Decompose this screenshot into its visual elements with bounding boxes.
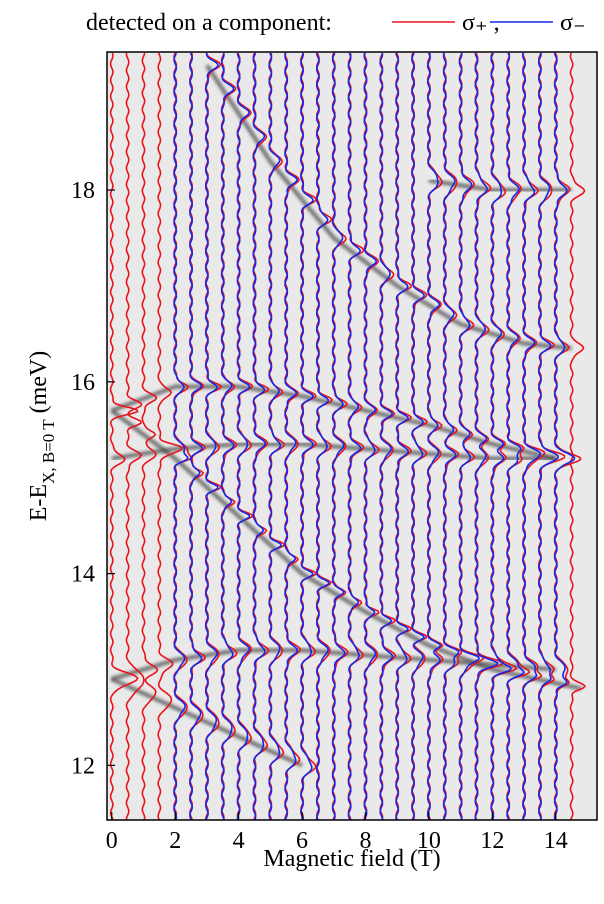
legend-title: detected on a component: xyxy=(86,10,332,36)
intensity-ridge xyxy=(110,677,303,768)
spectrum-trace xyxy=(553,52,576,820)
spectrum-trace xyxy=(379,52,394,820)
spectrum-trace xyxy=(363,52,378,820)
y-label-main: E-E xyxy=(26,484,52,521)
spectrum-trace xyxy=(109,52,139,820)
intensity-ridge xyxy=(428,178,572,193)
frame xyxy=(106,51,598,821)
spectrum-trace xyxy=(157,52,184,820)
x-tick-label: 0 xyxy=(106,828,118,854)
spectrum-trace xyxy=(331,52,346,820)
x-tick-label: 10 xyxy=(417,828,441,854)
spectrum-trace xyxy=(268,52,283,820)
y-axis-label: E-EX, B=0 T (meV) xyxy=(26,351,58,521)
x-tick-label: 12 xyxy=(480,828,504,854)
spectrum-trace xyxy=(125,53,145,820)
x-tick-label: 2 xyxy=(169,828,181,854)
spectrum-trace xyxy=(173,52,189,820)
plot-background xyxy=(107,52,597,820)
spectrum-trace xyxy=(426,52,442,820)
spectrum-trace xyxy=(458,52,481,820)
spectrum-trace xyxy=(204,52,219,820)
spectrum-trace xyxy=(458,52,485,820)
spectrum-trace xyxy=(188,52,204,820)
spectrum-trace xyxy=(315,52,330,820)
y-tick-label: 14 xyxy=(71,562,95,588)
spectrum-trace xyxy=(442,52,463,820)
spectrum-trace xyxy=(474,52,499,820)
spectrum-trace xyxy=(506,52,525,820)
plot-area xyxy=(109,52,586,820)
y-tick-label: 12 xyxy=(71,753,95,779)
spectrum-trace xyxy=(220,52,235,820)
y-tick-label: 16 xyxy=(71,370,95,396)
x-tick-label: 6 xyxy=(296,828,308,854)
x-tick-label: 14 xyxy=(544,828,568,854)
spectrum-trace xyxy=(411,52,425,820)
x-tick-label: 4 xyxy=(233,828,245,854)
intensity-ridge xyxy=(111,384,557,461)
x-axis-label: Magnetic field (T) xyxy=(263,846,440,872)
y-tick-label: 18 xyxy=(71,178,95,204)
spectrum-trace xyxy=(252,52,267,820)
intensity-ridge xyxy=(111,442,556,461)
spectrum-trace xyxy=(299,52,318,820)
spectrum-trace xyxy=(569,52,586,820)
spectrum-trace xyxy=(490,52,513,820)
spectrum-trace xyxy=(141,52,159,820)
intensity-ridge xyxy=(205,64,572,351)
spectrum-trace xyxy=(553,52,582,820)
spectrum-trace xyxy=(284,52,299,820)
x-tick-label: 8 xyxy=(359,828,371,854)
legend-label: σ₊ , xyxy=(462,10,500,36)
spectrum-trace xyxy=(299,52,315,820)
y-label-unit: (meV) xyxy=(26,351,52,414)
spectrum-trace xyxy=(474,52,505,820)
spectrum-trace xyxy=(537,52,559,820)
spectrum-trace xyxy=(522,52,542,820)
spectrum-trace xyxy=(347,52,362,820)
y-label-sub: X, B=0 T xyxy=(39,419,58,484)
legend-label: σ₋ xyxy=(560,10,586,36)
spectrum-trace xyxy=(442,52,460,820)
spectrum-trace xyxy=(395,52,410,820)
spectrum-trace xyxy=(236,52,251,820)
